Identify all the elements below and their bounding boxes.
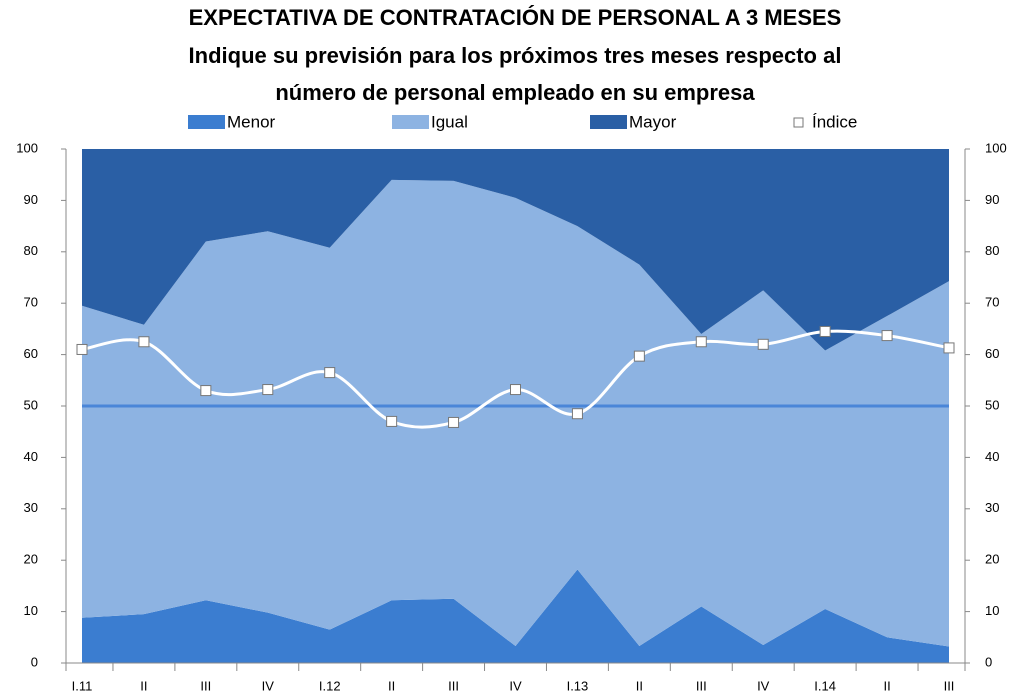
index-marker: [76, 343, 88, 355]
y2-tick-label: 50: [985, 397, 999, 412]
y-tick-label: 0: [31, 654, 38, 669]
index-marker: [324, 367, 336, 379]
x-tick-label: IV: [509, 678, 522, 693]
legend-swatch: [392, 115, 429, 129]
index-marker: [138, 336, 150, 348]
index-marker: [819, 325, 831, 337]
x-tick-label: II: [883, 678, 890, 693]
x-tick-label: I.12: [319, 678, 341, 693]
area: [82, 569, 949, 663]
x-tick-label: IV: [262, 678, 275, 693]
index-marker: [448, 416, 460, 428]
y2-tick-label: 40: [985, 449, 999, 464]
index-marker: [262, 384, 274, 396]
legend-label: Menor: [227, 112, 276, 131]
y-tick-label: 80: [24, 243, 38, 258]
y-tick-label: 60: [24, 346, 38, 361]
chart-title: número de personal empleado en su empres…: [275, 80, 755, 105]
x-tick-label: IV: [757, 678, 770, 693]
index-marker: [633, 350, 645, 362]
x-tick-label: I.14: [814, 678, 836, 693]
y2-tick-label: 10: [985, 603, 999, 618]
y-tick-label: 40: [24, 449, 38, 464]
y-tick-label: 70: [24, 295, 38, 310]
y2-tick-label: 0: [985, 654, 992, 669]
index-marker: [881, 330, 893, 342]
x-tick-label: III: [200, 678, 211, 693]
x-tick-label: II: [636, 678, 643, 693]
legend-swatch: [188, 115, 225, 129]
x-tick-label: III: [944, 678, 955, 693]
x-tick-label: II: [388, 678, 395, 693]
index-marker: [571, 408, 583, 420]
x-tick-label: III: [448, 678, 459, 693]
y2-tick-label: 100: [985, 140, 1007, 155]
y-tick-label: 30: [24, 500, 38, 515]
y-tick-label: 100: [16, 140, 38, 155]
legend-marker: [793, 117, 804, 128]
y2-tick-label: 90: [985, 192, 999, 207]
legend-label: Índice: [812, 112, 857, 131]
index-marker: [510, 384, 521, 396]
y-tick-label: 90: [24, 192, 38, 207]
chart-title: Indique su previsión para los próximos t…: [189, 43, 842, 68]
y-tick-label: 20: [24, 552, 38, 567]
index-marker: [695, 336, 707, 348]
y-tick-label: 50: [24, 397, 38, 412]
index-marker: [757, 338, 769, 350]
index-marker: [200, 385, 212, 397]
index-marker: [943, 342, 955, 354]
y2-tick-label: 30: [985, 500, 999, 515]
x-tick-label: I.13: [567, 678, 589, 693]
index-line: [81, 329, 950, 429]
y2-tick-label: 20: [985, 552, 999, 567]
x-tick-label: I.11: [72, 678, 93, 693]
x-tick-label: III: [696, 678, 707, 693]
legend-label: Mayor: [629, 112, 677, 131]
area: [82, 179, 949, 647]
index-marker: [386, 415, 398, 427]
y-tick-label: 10: [24, 603, 38, 618]
y2-tick-label: 80: [985, 243, 999, 258]
chart-title: EXPECTATIVA DE CONTRATACIÓN DE PERSONAL …: [189, 5, 842, 30]
x-tick-label: II: [140, 678, 147, 693]
y2-tick-label: 60: [985, 346, 999, 361]
legend-label: Igual: [431, 112, 468, 131]
area: [82, 149, 949, 351]
legend-swatch: [590, 115, 627, 129]
y2-tick-label: 70: [985, 295, 999, 310]
